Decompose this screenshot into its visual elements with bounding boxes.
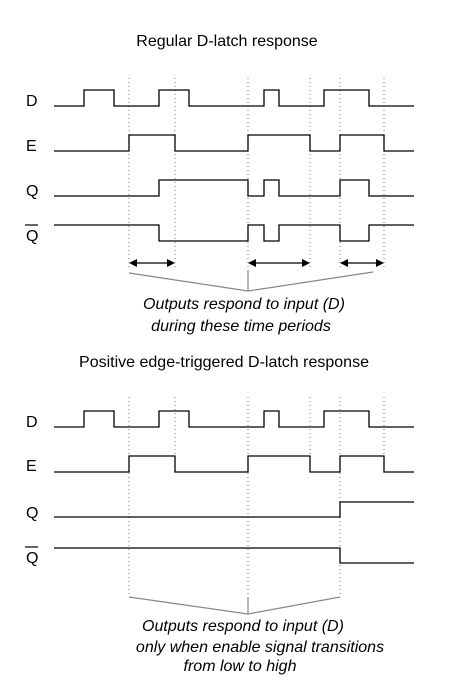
regular-label-qbar: Q bbox=[26, 228, 38, 245]
regular-arrow-3 bbox=[340, 259, 384, 267]
regular-qbar-wave bbox=[54, 224, 414, 242]
regular-arrow-2 bbox=[248, 259, 310, 267]
edge-guides bbox=[128, 397, 385, 597]
edge-label-q: Q bbox=[26, 505, 38, 522]
edge-note-line1: Outputs respond to input (D) bbox=[142, 618, 344, 635]
edge-note-line2: only when enable signal transitions bbox=[136, 639, 384, 656]
regular-arrow-1 bbox=[129, 259, 175, 267]
regular-e-wave bbox=[54, 134, 414, 152]
edge-bracket bbox=[128, 596, 341, 615]
regular-title: Regular D-latch response bbox=[136, 33, 318, 50]
regular-q-wave bbox=[54, 179, 414, 197]
edge-q-wave bbox=[54, 501, 414, 518]
edge-label-qbar: Q bbox=[26, 550, 38, 567]
edge-note-line3: from low to high bbox=[184, 658, 297, 675]
regular-bracket bbox=[128, 271, 374, 292]
edge-label-d: D bbox=[26, 414, 38, 431]
edge-title: Positive edge-triggered D-latch response bbox=[79, 354, 369, 371]
regular-label-q: Q bbox=[26, 183, 38, 200]
regular-d-wave bbox=[54, 89, 414, 107]
edge-d-wave bbox=[54, 410, 414, 428]
regular-note-line1: Outputs respond to input (D) bbox=[143, 296, 345, 313]
regular-label-d: D bbox=[26, 93, 38, 110]
edge-qbar-wave bbox=[54, 547, 414, 564]
regular-note-line2: during these time periods bbox=[151, 318, 331, 335]
edge-label-e: E bbox=[26, 458, 37, 475]
regular-label-e: E bbox=[26, 138, 37, 155]
edge-e-wave bbox=[54, 455, 414, 473]
